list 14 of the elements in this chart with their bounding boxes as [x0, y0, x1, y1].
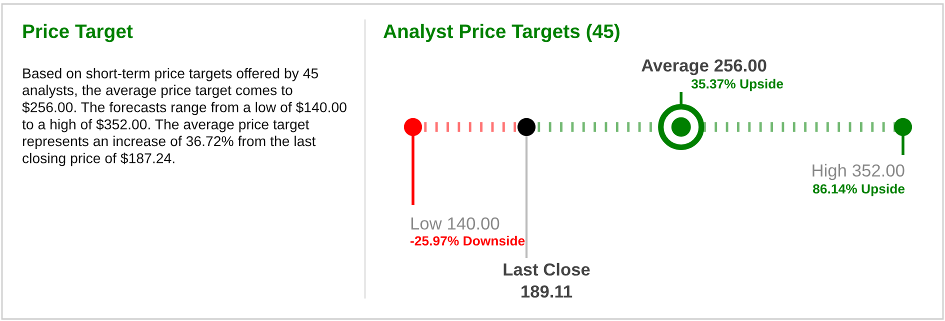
text: -25.97% Downside: [410, 236, 525, 246]
text: Analyst Price Targets (45): [383, 24, 620, 42]
category-label: Average: [642, 59, 708, 76]
category-label: Last Close: [504, 262, 590, 276]
data-label: 189.11: [522, 285, 572, 298]
data-label: 140.00: [448, 217, 500, 230]
category-label: High: [812, 164, 846, 180]
text: Price Target: [23, 24, 133, 42]
data-label: 352.00: [852, 164, 904, 177]
text: 86.14% Upside: [813, 184, 905, 196]
data-label: 256.00: [714, 59, 766, 72]
category-label: Low: [411, 218, 442, 230]
text: Based on short-term price targets offered by 45 analysts, the average price target comes to $256.00. The forecasts range from a low of $140.00 to a high of $352.00. The average price target represents an increase of 36.72% from the last closing price of $187.24.: [22, 68, 346, 166]
text: 35.37% Upside: [691, 78, 784, 92]
